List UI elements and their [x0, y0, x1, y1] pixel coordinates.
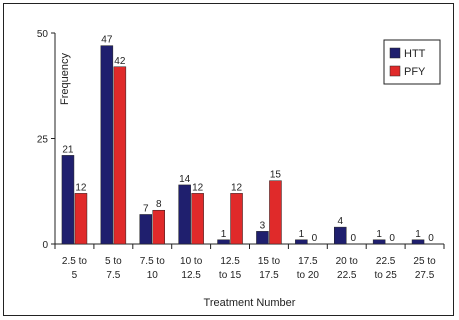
- bar-htt: [295, 239, 308, 245]
- data-label: 1: [221, 229, 227, 240]
- legend-swatch-htt: [389, 47, 401, 59]
- x-tick-label: 17.5: [259, 270, 279, 281]
- data-label: 1: [299, 229, 305, 240]
- y-tick-label: 0: [42, 240, 48, 251]
- bar-pfy: [230, 193, 243, 245]
- bar-pfy: [152, 209, 165, 245]
- data-label: 47: [101, 35, 113, 46]
- data-label: 3: [260, 220, 266, 231]
- bar-htt: [61, 155, 75, 245]
- bar-htt: [178, 184, 191, 245]
- bar-pfy: [191, 193, 204, 245]
- x-tick-label: 22.5: [376, 256, 396, 267]
- x-tick-label: 12.5: [220, 256, 240, 267]
- data-label: 21: [62, 144, 74, 155]
- y-axis-label: Frequency: [59, 53, 71, 105]
- x-tick-label: 2.5 to: [62, 256, 87, 267]
- data-label: 0: [428, 233, 434, 244]
- y-tick-label: 25: [37, 135, 49, 146]
- data-label: 4: [337, 216, 343, 227]
- legend: HTT PFY: [383, 39, 441, 85]
- x-tick-label: 20 to: [336, 256, 359, 267]
- data-label: 1: [415, 229, 421, 240]
- x-tick-label: to 15: [219, 270, 242, 281]
- legend-box: [383, 39, 441, 85]
- x-tick-label: 15 to: [258, 256, 281, 267]
- bar-pfy: [113, 66, 127, 245]
- x-tick-label: 17.5: [298, 256, 318, 267]
- y-tick-label: 50: [37, 29, 49, 40]
- bar-htt: [256, 231, 269, 245]
- bar-pfy: [74, 193, 88, 245]
- legend-swatch-pfy: [389, 65, 401, 77]
- x-tick-label: to 25: [375, 270, 398, 281]
- bar-htt: [334, 226, 347, 245]
- x-tick-label: 25 to: [413, 256, 436, 267]
- x-tick-label: 5: [72, 270, 78, 281]
- data-label: 15: [270, 170, 282, 181]
- bar-htt: [139, 214, 152, 245]
- legend-label-htt: HTT: [404, 48, 426, 60]
- x-tick-label: 27.5: [415, 270, 435, 281]
- bar-htt: [372, 239, 386, 245]
- x-tick-label: 22.5: [337, 270, 357, 281]
- data-label: 8: [156, 199, 162, 210]
- data-label: 0: [350, 233, 356, 244]
- data-label: 14: [179, 174, 191, 185]
- x-tick-label: 12.5: [181, 270, 201, 281]
- data-label: 12: [75, 182, 87, 193]
- x-tick-label: 7.5 to: [140, 256, 165, 267]
- data-label: 12: [192, 182, 204, 193]
- x-tick-label: 7.5: [106, 270, 120, 281]
- x-tick-label: 10 to: [180, 256, 203, 267]
- bar-htt: [411, 239, 425, 245]
- data-label: 42: [114, 56, 126, 67]
- data-label: 12: [231, 182, 243, 193]
- data-label: 0: [389, 233, 395, 244]
- x-axis-label: Treatment Number: [204, 297, 296, 309]
- bar-htt: [217, 239, 230, 245]
- x-tick-label: 5 to: [105, 256, 122, 267]
- data-label: 0: [312, 233, 318, 244]
- legend-label-pfy: PFY: [404, 66, 426, 78]
- x-tick-label: 10: [147, 270, 159, 281]
- x-tick-label: to 20: [297, 270, 320, 281]
- bar-pfy: [269, 180, 282, 245]
- chart-frame: 0 25 50 21 12 2.5 to 5 47 42 5 to 7.5 7 8 7.5 to 10 14…: [3, 3, 454, 316]
- data-label: 7: [143, 203, 149, 214]
- bar-htt: [100, 45, 114, 245]
- data-label: 1: [376, 229, 382, 240]
